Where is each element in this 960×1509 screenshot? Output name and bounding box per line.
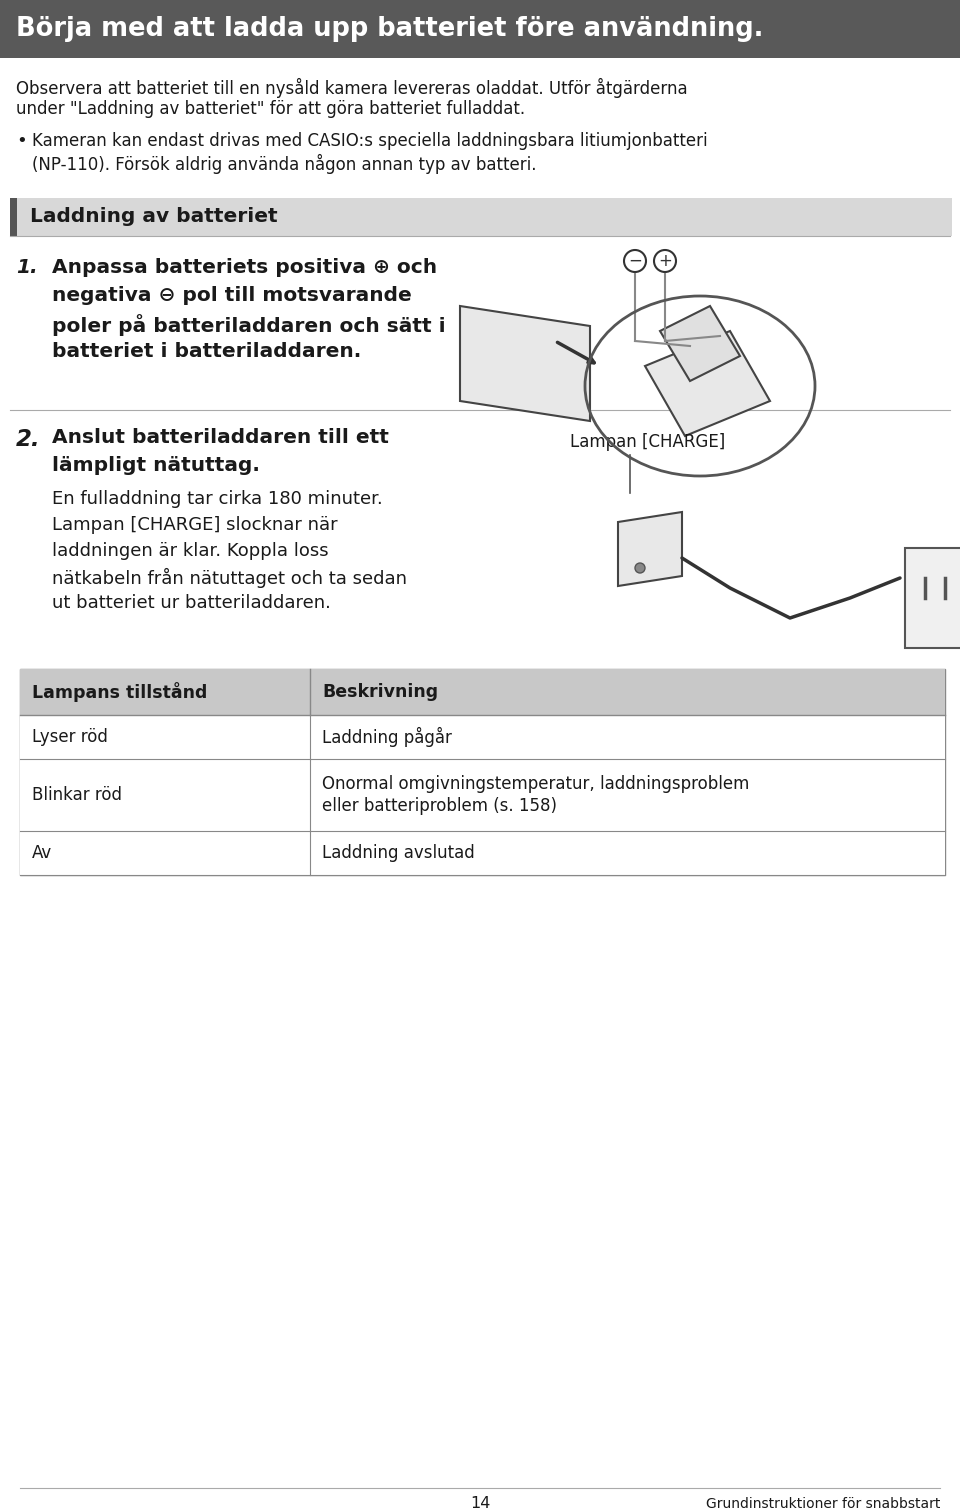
- Polygon shape: [460, 306, 590, 421]
- Polygon shape: [645, 330, 770, 436]
- Text: under "Laddning av batteriet" för att göra batteriet fulladdat.: under "Laddning av batteriet" för att gö…: [16, 100, 525, 118]
- Text: eller batteriproblem (s. 158): eller batteriproblem (s. 158): [322, 797, 557, 815]
- Text: Observera att batteriet till en nysåld kamera levereras oladdat. Utför åtgärdern: Observera att batteriet till en nysåld k…: [16, 78, 687, 98]
- Bar: [20, 715, 945, 759]
- Text: 1.: 1.: [16, 258, 37, 278]
- Text: Börja med att ladda upp batteriet före användning.: Börja med att ladda upp batteriet före a…: [16, 17, 763, 42]
- Text: batteriet i batteriladdaren.: batteriet i batteriladdaren.: [52, 343, 361, 361]
- Text: Laddning av batteriet: Laddning av batteriet: [30, 208, 277, 226]
- Text: lämpligt nätuttag.: lämpligt nätuttag.: [52, 456, 260, 475]
- Polygon shape: [660, 306, 740, 380]
- Text: Laddning avslutad: Laddning avslutad: [322, 844, 475, 862]
- Text: −: −: [628, 252, 642, 270]
- Text: Anslut batteriladdaren till ett: Anslut batteriladdaren till ett: [52, 429, 389, 447]
- Text: Av: Av: [32, 844, 52, 862]
- Text: Anpassa batteriets positiva ⊕ och: Anpassa batteriets positiva ⊕ och: [52, 258, 437, 278]
- Text: 2.: 2.: [16, 429, 40, 451]
- Text: Laddning pågår: Laddning pågår: [322, 727, 452, 747]
- Text: Lampans tillstånd: Lampans tillstånd: [32, 682, 207, 702]
- Text: +: +: [658, 252, 672, 270]
- Text: Grundinstruktioner för snabbstart: Grundinstruktioner för snabbstart: [706, 1497, 940, 1509]
- Text: Lyser röd: Lyser röd: [32, 727, 108, 745]
- Text: negativa ⊖ pol till motsvarande: negativa ⊖ pol till motsvarande: [52, 287, 412, 305]
- Bar: [20, 668, 945, 715]
- Text: laddningen är klar. Koppla loss: laddningen är klar. Koppla loss: [52, 542, 328, 560]
- Text: Beskrivning: Beskrivning: [322, 684, 438, 702]
- Text: En fulladdning tar cirka 180 minuter.: En fulladdning tar cirka 180 minuter.: [52, 490, 383, 509]
- Text: Blinkar röd: Blinkar röd: [32, 786, 122, 804]
- Text: ut batteriet ur batteriladdaren.: ut batteriet ur batteriladdaren.: [52, 595, 331, 613]
- Bar: [20, 668, 945, 875]
- Bar: [0, 0, 960, 57]
- Bar: [20, 831, 945, 875]
- Bar: [20, 759, 945, 831]
- Bar: [905, 548, 960, 647]
- Text: Kameran kan endast drivas med CASIO:s speciella laddningsbara litiumjonbatteri: Kameran kan endast drivas med CASIO:s sp…: [32, 131, 708, 149]
- Text: nätkabeln från nätuttaget och ta sedan: nätkabeln från nätuttaget och ta sedan: [52, 567, 407, 589]
- Bar: [17, 198, 952, 235]
- Text: Lampan [CHARGE] slocknar när: Lampan [CHARGE] slocknar när: [52, 516, 338, 534]
- Text: poler på batteriladdaren och sätt i: poler på batteriladdaren och sätt i: [52, 314, 445, 337]
- Text: (NP-110). Försök aldrig använda någon annan typ av batteri.: (NP-110). Försök aldrig använda någon an…: [32, 154, 537, 174]
- Circle shape: [635, 563, 645, 573]
- Text: •: •: [16, 131, 27, 149]
- Text: 14: 14: [469, 1497, 491, 1509]
- Text: Lampan [CHARGE]: Lampan [CHARGE]: [570, 433, 725, 451]
- Text: Onormal omgivningstemperatur, laddningsproblem: Onormal omgivningstemperatur, laddningsp…: [322, 776, 750, 794]
- Bar: [10, 198, 17, 235]
- Polygon shape: [618, 512, 682, 585]
